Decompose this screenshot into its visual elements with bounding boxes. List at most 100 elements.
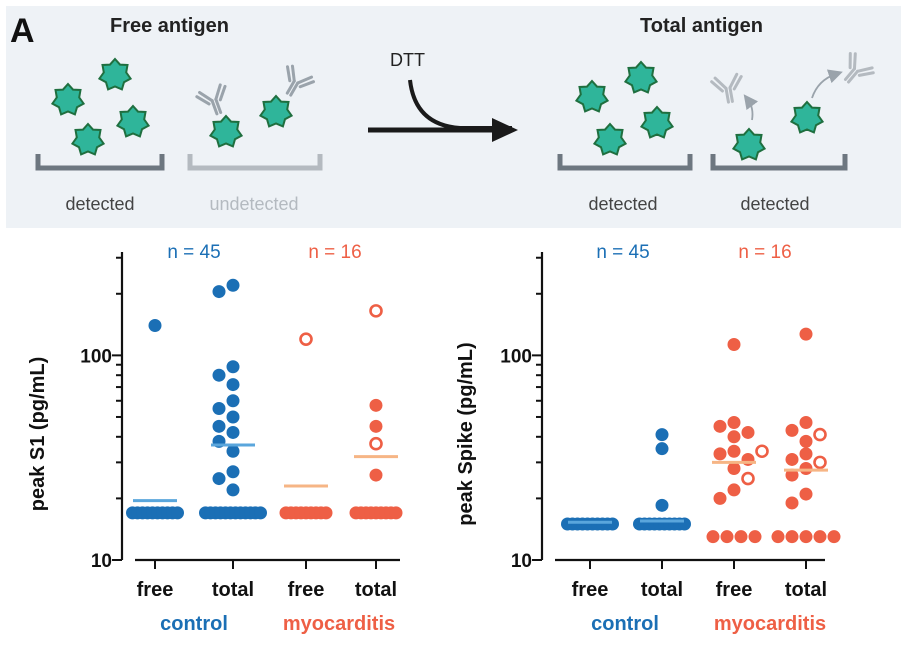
data-point (226, 394, 240, 408)
data-point (678, 517, 691, 531)
n-label-control: n = 45 (167, 242, 220, 263)
data-point (771, 530, 785, 544)
data-point (727, 430, 741, 444)
x-tick-label: free (716, 579, 753, 601)
chart-peak-spike: peak Spike (pg/mL) control myocarditis n… (455, 242, 841, 635)
data-point (226, 465, 240, 479)
x-tick-label: free (288, 579, 325, 601)
data-point (827, 530, 841, 544)
x-tick-label: total (785, 579, 827, 601)
antigen-icon (50, 82, 86, 116)
data-point (226, 378, 240, 392)
data-point (727, 415, 741, 429)
data-point (748, 530, 762, 544)
data-point-hollow (741, 471, 755, 486)
data-point (713, 491, 727, 505)
n-label-control: n = 45 (596, 242, 649, 263)
data-point (655, 498, 669, 512)
x-tick-label: total (355, 579, 397, 601)
group-label-control: control (160, 613, 228, 635)
well-label-2: undetected (209, 194, 298, 214)
antigen-icon (208, 114, 244, 148)
free-antigen-title: Free antigen (110, 15, 229, 37)
data-point (212, 285, 226, 299)
data-point (148, 318, 162, 332)
data-point (655, 428, 669, 442)
n-label-myocarditis: n = 16 (738, 242, 791, 263)
data-point (799, 530, 813, 544)
data-point (741, 425, 755, 439)
data-point (369, 419, 383, 433)
antigen-icon (574, 79, 610, 113)
data-point (226, 278, 240, 292)
n-label-myocarditis: n = 16 (308, 242, 361, 263)
data-point (734, 530, 748, 544)
data-point (212, 472, 226, 486)
data-point (799, 487, 813, 501)
release-arrow (743, 94, 759, 121)
antibody-icon (843, 51, 875, 84)
data-point-hollow (369, 304, 383, 318)
data-point (741, 452, 755, 466)
data-point (226, 410, 240, 424)
data-point (171, 506, 184, 520)
total-antigen-title: Total antigen (640, 15, 763, 37)
x-tick-label: free (572, 579, 609, 601)
data-point (655, 442, 669, 456)
data-point (212, 401, 226, 415)
antibody-icon (710, 72, 743, 104)
data-point (785, 530, 799, 544)
data-point (389, 506, 403, 520)
antigen-icon (623, 60, 659, 94)
data-point (799, 447, 813, 461)
well-4 (710, 154, 848, 171)
well-label-3: detected (588, 194, 657, 214)
y-tick-label: 10 (91, 551, 112, 572)
data-point (226, 360, 240, 374)
chart-peak-s1: peak S1 (pg/mL) control myocarditis n = … (27, 242, 403, 635)
y-axis-label: peak S1 (pg/mL) (27, 357, 49, 511)
data-point (785, 496, 799, 510)
antigen-icon (258, 94, 294, 128)
x-tick-label: free (137, 579, 174, 601)
data-point (319, 506, 333, 520)
antigen-icon (731, 127, 767, 161)
data-point (785, 423, 799, 437)
data-point (369, 468, 383, 482)
data-point (606, 517, 619, 531)
data-point (369, 398, 383, 412)
data-point (799, 415, 813, 429)
y-tick-label: 10 (511, 551, 532, 572)
data-point (212, 419, 226, 433)
data-point (713, 447, 727, 461)
data-point (254, 506, 267, 520)
data-point (727, 483, 741, 497)
well-label-4: detected (740, 194, 809, 214)
antigen-icon (639, 105, 675, 139)
data-point-hollow (755, 444, 769, 459)
panel-label: A (10, 12, 35, 50)
data-point (727, 444, 741, 458)
data-point (212, 368, 226, 382)
data-point (785, 468, 799, 482)
data-point (226, 444, 240, 458)
data-point-hollow (813, 427, 827, 442)
data-point (226, 425, 240, 439)
data-point (706, 530, 720, 544)
data-point (785, 452, 799, 466)
data-point-hollow (299, 332, 313, 346)
data-point-hollow (813, 455, 827, 470)
antibody-icon (285, 64, 315, 97)
data-point (727, 338, 741, 352)
antigen-icon (115, 104, 151, 138)
x-tick-label: total (641, 579, 683, 601)
data-point (226, 483, 240, 497)
data-point (713, 419, 727, 433)
data-point (720, 530, 734, 544)
antigen-icon (789, 100, 825, 134)
well-1 (35, 154, 165, 171)
group-label-myocarditis: myocarditis (714, 613, 826, 635)
antigen-icon (97, 57, 133, 91)
